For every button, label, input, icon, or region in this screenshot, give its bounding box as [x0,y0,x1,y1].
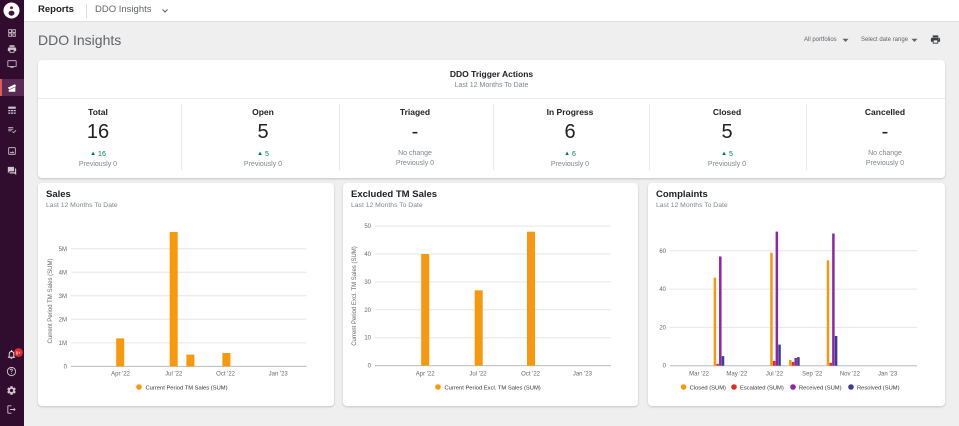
svg-text:Apr '22: Apr '22 [416,372,435,378]
svg-text:50: 50 [364,224,371,230]
svg-text:40: 40 [364,252,371,258]
svg-text:4M: 4M [59,270,67,276]
svg-text:Sep '22: Sep '22 [802,372,823,378]
svg-text:Current Period TM Sales (SUM): Current Period TM Sales (SUM) [146,385,228,391]
svg-text:20: 20 [659,325,666,331]
svg-text:Jul '22: Jul '22 [766,372,784,378]
svg-text:9+: 9+ [15,350,20,355]
svg-text:60: 60 [659,249,666,255]
svg-text:Jan '23: Jan '23 [269,372,289,378]
svg-text:10: 10 [364,336,371,342]
svg-text:Mar '22: Mar '22 [689,372,709,378]
svg-text:Jan '23: Jan '23 [573,372,593,378]
svg-text:Apr '22: Apr '22 [111,372,130,378]
svg-text:0: 0 [368,364,372,370]
svg-text:Escalated (SUM): Escalated (SUM) [740,385,784,391]
svg-text:Received (SUM): Received (SUM) [799,385,842,391]
svg-text:Jul '22: Jul '22 [165,372,183,378]
svg-text:Current Period Excl. TM Sales: Current Period Excl. TM Sales (SUM) [352,246,358,346]
svg-text:Jan '23: Jan '23 [878,372,898,378]
svg-text:Resolved (SUM): Resolved (SUM) [857,385,900,391]
svg-text:Nov '22: Nov '22 [840,372,861,378]
svg-text:2M: 2M [59,317,67,323]
svg-text:30: 30 [364,280,371,286]
svg-text:0: 0 [663,364,667,370]
svg-text:40: 40 [659,287,666,293]
svg-text:Jul '22: Jul '22 [469,372,487,378]
svg-text:May '22: May '22 [726,372,747,378]
svg-text:0: 0 [64,364,68,370]
svg-text:Oct '22: Oct '22 [521,372,540,378]
svg-text:Current Period Excl. TM Sales: Current Period Excl. TM Sales (SUM) [445,385,541,391]
svg-text:Closed (SUM): Closed (SUM) [690,385,726,391]
svg-text:20: 20 [364,308,371,314]
svg-text:5M: 5M [59,247,67,253]
svg-text:Oct '22: Oct '22 [216,372,235,378]
svg-text:3M: 3M [59,294,67,300]
svg-text:Current Period TM Sales (SUM): Current Period TM Sales (SUM) [48,259,54,344]
svg-text:1M: 1M [59,341,67,347]
